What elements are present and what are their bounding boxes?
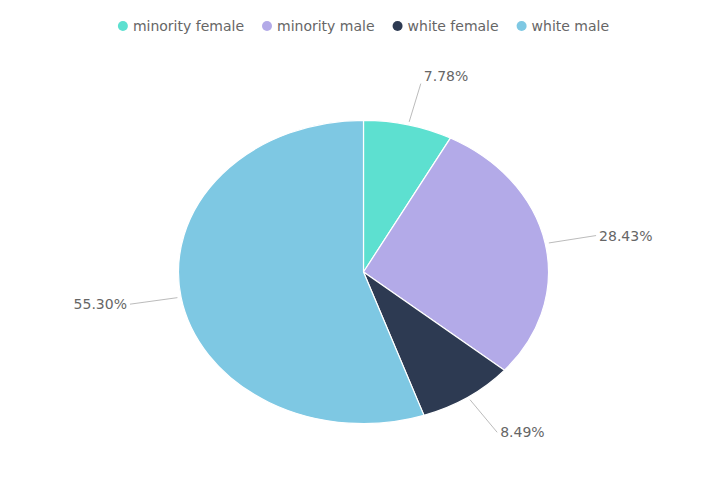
connector-line xyxy=(409,84,421,122)
legend-label: white male xyxy=(532,18,610,34)
legend-marker xyxy=(393,21,403,31)
legend-item: minority male xyxy=(262,18,375,34)
legend-label: minority male xyxy=(277,18,375,34)
legend-marker xyxy=(517,21,527,31)
data-label: 55.30% xyxy=(74,296,127,312)
pie xyxy=(178,120,548,423)
legend: minority female minority male white female… xyxy=(118,18,609,34)
data-label: 8.49% xyxy=(500,424,544,440)
legend-label: white female xyxy=(408,18,499,34)
legend-marker xyxy=(118,21,128,31)
legend-label: minority female xyxy=(133,18,244,34)
data-label: 7.78% xyxy=(424,68,468,84)
data-labels: 7.78% 28.43% 8.49% 55.30% xyxy=(74,68,653,441)
pie-slice xyxy=(178,120,423,423)
legend-item: white male xyxy=(517,18,610,34)
connector-line xyxy=(470,400,497,433)
connector-line xyxy=(549,236,596,243)
legend-item: minority female xyxy=(118,18,244,34)
data-label: 28.43% xyxy=(599,228,652,244)
legend-item: white female xyxy=(393,18,499,34)
legend-marker xyxy=(262,21,272,31)
chart: 7.78%28.43%8.49%55.30%minority femalemin… xyxy=(0,0,727,491)
connector-line xyxy=(130,298,177,305)
